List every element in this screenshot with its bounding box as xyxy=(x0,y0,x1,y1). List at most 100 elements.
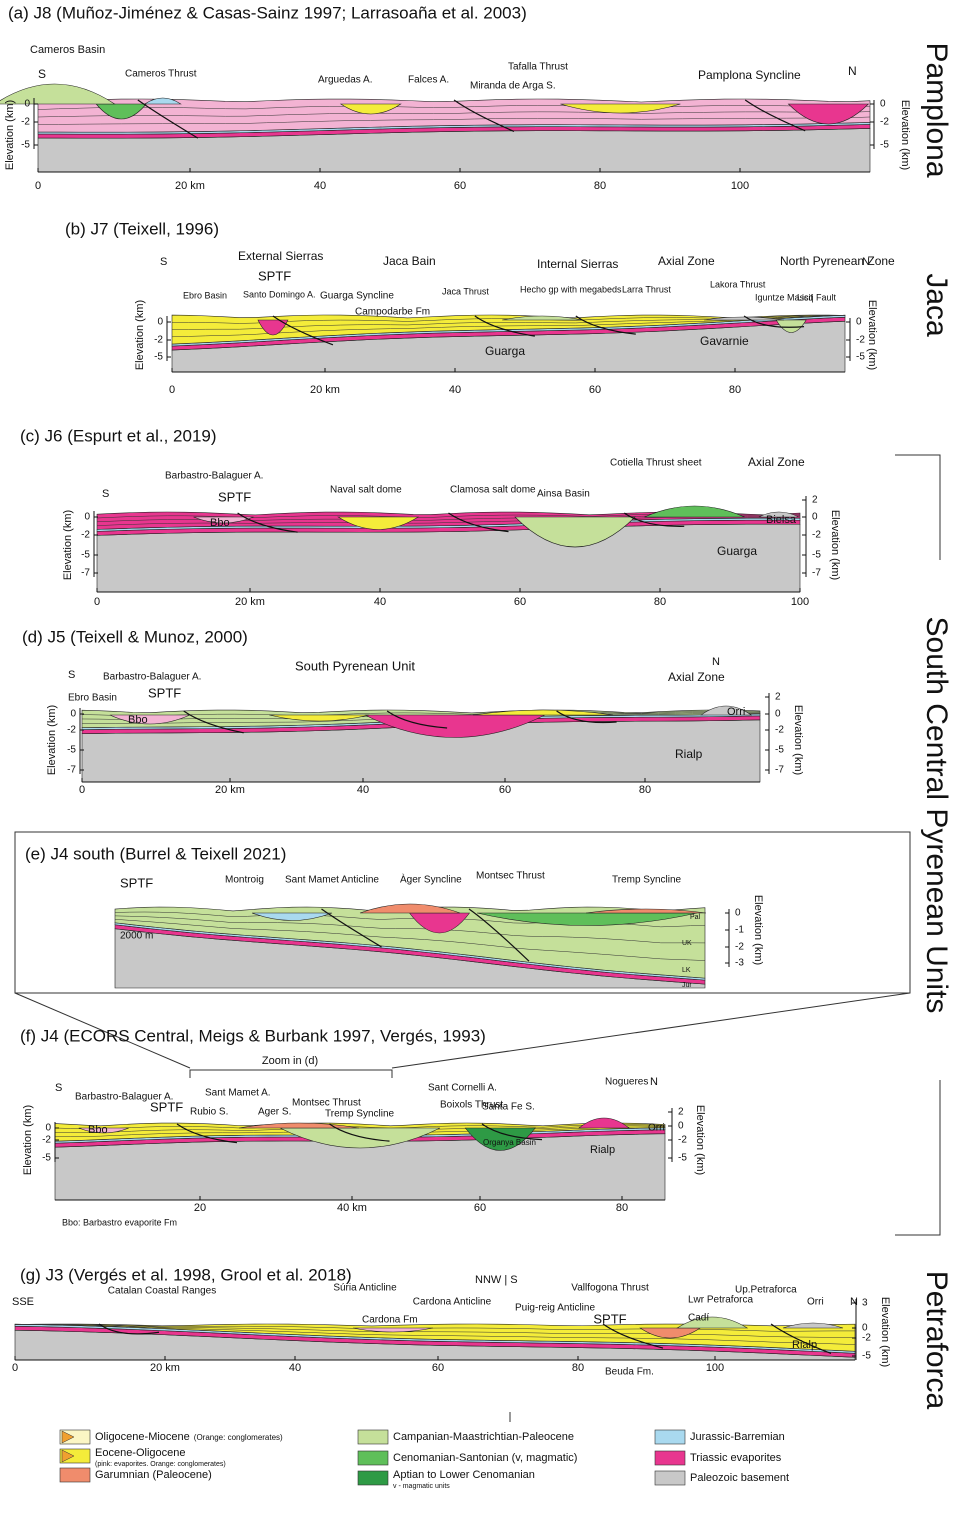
section-label: SPTF xyxy=(593,1311,626,1326)
section-label: SPTF xyxy=(150,1099,183,1114)
fault xyxy=(386,710,448,729)
section-label: N xyxy=(862,256,870,268)
x-tick-label: 20 km xyxy=(235,596,265,608)
y-tick-label: 0 xyxy=(45,1123,51,1134)
x-tick-label: 40 km xyxy=(337,1202,367,1214)
x-tick-label: 0 xyxy=(35,180,41,192)
structure xyxy=(193,516,254,524)
y-tick-label: 0 xyxy=(84,512,90,523)
y-tick-label: -2 xyxy=(880,117,889,128)
panel-title: (g) J3 (Vergés et al. 1998, Grool et al.… xyxy=(20,1265,352,1284)
structure xyxy=(352,1327,434,1333)
section-label: Vallfogona Thrust xyxy=(571,1283,649,1294)
y-axis-label: Elevation (km) xyxy=(694,1105,706,1175)
fault xyxy=(137,99,199,139)
structure xyxy=(514,516,636,548)
panel-title: (d) J5 (Teixell & Munoz, 2000) xyxy=(22,627,248,646)
panel-title: (b) J7 (Teixell, 1996) xyxy=(65,219,219,238)
structure xyxy=(143,97,182,105)
section-label: Rialp xyxy=(792,1339,817,1351)
y-tick-label: -2 xyxy=(775,725,784,736)
section-label: Nogueres xyxy=(605,1077,648,1088)
bedding-line xyxy=(81,710,761,717)
y-tick-label: -5 xyxy=(862,1351,871,1362)
section-label: Beuda Fm. xyxy=(605,1367,654,1378)
group-bracket xyxy=(895,454,941,560)
fault xyxy=(556,710,617,724)
x-tick-label: 0 xyxy=(79,784,85,796)
section-label: N xyxy=(850,1296,858,1308)
section-label: Axial Zone xyxy=(668,670,725,684)
panel-title: (c) J6 (Espurt et al., 2019) xyxy=(20,426,217,445)
section-label: Santo Domingo A. xyxy=(243,289,316,299)
cross-section xyxy=(114,903,707,989)
x-tick-label: 80 xyxy=(616,1202,628,1214)
bedding-line xyxy=(114,915,706,944)
bedding-line xyxy=(14,1324,856,1332)
structure xyxy=(78,1127,129,1134)
section-label: Cotiella Thrust sheet xyxy=(610,458,702,469)
section-label: Rialp xyxy=(675,747,703,761)
section-label: Cardona Fm xyxy=(362,1315,418,1326)
section-label: Bbo xyxy=(210,517,230,529)
x-tick-label: 40 xyxy=(289,1362,301,1374)
legend-note: (Orange: conglomerates) xyxy=(194,1433,283,1442)
y-tick-label: -1 xyxy=(735,925,744,936)
y-tick-label: 0 xyxy=(862,1323,868,1334)
y-axis-label: Elevation (km) xyxy=(752,895,764,965)
section-label: 2000 m xyxy=(120,931,153,942)
x-tick-label: 60 xyxy=(454,180,466,192)
section-label: Guarga xyxy=(485,344,525,358)
structure xyxy=(782,1322,844,1329)
structure xyxy=(775,319,807,333)
fault xyxy=(743,315,805,328)
zoom-connector xyxy=(391,992,911,1069)
structure xyxy=(464,1127,536,1151)
section-label: Internal Sierras xyxy=(537,257,618,271)
side-label: Petraforca xyxy=(920,1271,953,1410)
cross-section xyxy=(96,505,801,593)
y-tick-label: -5 xyxy=(812,550,821,561)
fault xyxy=(453,99,515,132)
structure xyxy=(279,1127,441,1149)
legend-swatch xyxy=(357,1429,389,1445)
section-label: Barbastro-Balaguer A. xyxy=(165,471,263,482)
section-label: Axial Zone xyxy=(748,455,805,469)
legend-label: Campanian-Maastrichtian-Paleocene xyxy=(393,1431,574,1443)
section-label: Montroig xyxy=(225,875,264,886)
structure xyxy=(339,103,402,115)
section-label: Ebro Basin xyxy=(68,693,117,704)
legend-swatch xyxy=(654,1429,686,1445)
legend-label: Garumnian (Paleocene) xyxy=(95,1469,212,1481)
structure xyxy=(472,709,614,716)
structure xyxy=(585,908,707,914)
bedding-line xyxy=(37,111,871,118)
sedimentary-fill xyxy=(96,511,801,530)
x-tick-label: 60 xyxy=(499,784,511,796)
legend-label: Cenomanian-Santonian (v, magmatic) xyxy=(393,1452,577,1464)
bedding-line xyxy=(114,919,706,961)
section-label: Axial Zone xyxy=(658,254,715,268)
x-tick-label: 40 xyxy=(314,180,326,192)
bedding-line xyxy=(37,105,871,110)
side-label: Jaca xyxy=(920,273,953,337)
y-axis-label: Elevation (km) xyxy=(879,1297,891,1367)
fault xyxy=(448,512,509,533)
y-tick-label: -7 xyxy=(81,568,90,579)
section-label: Ainsa Basin xyxy=(537,489,590,500)
section-label: North Pyrenean Zone xyxy=(780,254,895,268)
zoom-box xyxy=(14,831,911,994)
section-label: South Pyrenean Unit xyxy=(295,658,415,673)
x-tick-label: 40 xyxy=(374,596,386,608)
structure xyxy=(257,319,289,336)
zoom-bracket xyxy=(189,1069,393,1078)
section-label: Bbo xyxy=(128,714,148,726)
y-tick-label: -2 xyxy=(678,1135,687,1146)
legend-label: Jurassic-Barremian xyxy=(690,1431,785,1443)
section-label: Orri xyxy=(727,706,745,718)
x-tick-label: 80 xyxy=(572,1362,584,1374)
section-label: Guarga xyxy=(717,544,757,558)
structure xyxy=(758,511,800,518)
fault xyxy=(98,1323,160,1335)
x-tick-label: 60 xyxy=(589,384,601,396)
